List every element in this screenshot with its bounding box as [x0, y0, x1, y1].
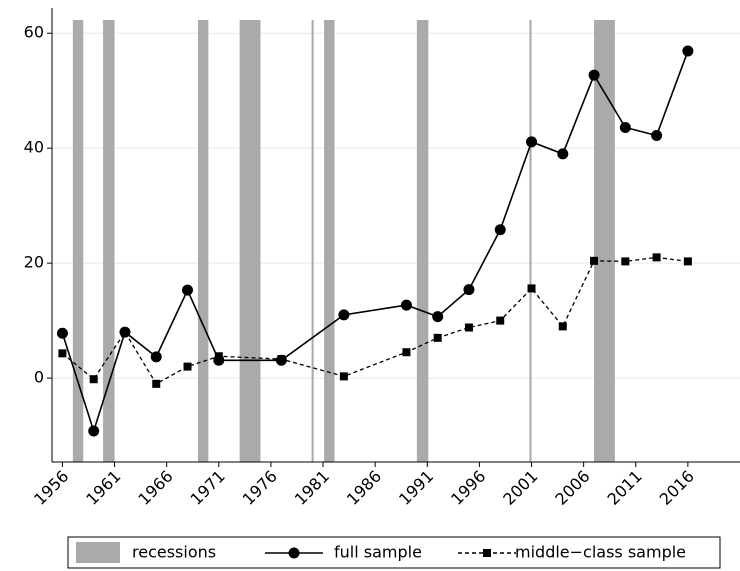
y-tick-label: 20	[24, 253, 44, 272]
recession-band	[239, 20, 261, 462]
recession-band	[197, 20, 209, 462]
marker	[56, 327, 68, 339]
x-tick-label: 2011	[604, 467, 646, 509]
marker	[619, 121, 631, 133]
marker	[58, 349, 67, 358]
marker	[150, 351, 162, 363]
legend-label: middle−class sample	[515, 543, 686, 562]
x-tick-label: 1961	[82, 467, 124, 509]
marker	[526, 136, 538, 148]
y-tick-label: 0	[34, 368, 44, 387]
marker	[433, 333, 442, 342]
marker	[558, 322, 567, 331]
marker	[400, 299, 412, 311]
x-tick-label: 1976	[239, 467, 281, 509]
recession-band	[416, 20, 429, 462]
x-tick-label: 1986	[343, 467, 385, 509]
x-tick-label: 2006	[551, 467, 593, 509]
marker	[182, 284, 194, 296]
x-tick-label: 2001	[499, 467, 541, 509]
x-tick-label: 1971	[187, 467, 229, 509]
marker	[463, 284, 475, 296]
legend-box	[67, 536, 721, 569]
legend-label: full sample	[334, 543, 422, 562]
x-tick-label: 1956	[30, 467, 72, 509]
legend-label: recessions	[132, 543, 216, 562]
x-tick-label: 1981	[291, 467, 333, 509]
marker	[89, 375, 98, 384]
marker	[338, 309, 350, 321]
recession-band	[324, 20, 335, 462]
marker	[483, 549, 491, 557]
recession-band	[594, 20, 615, 462]
y-tick-label: 60	[24, 23, 44, 42]
recession-band	[529, 20, 532, 462]
marker	[557, 148, 569, 160]
marker	[214, 352, 223, 361]
marker	[464, 323, 473, 332]
x-tick-label: 1991	[395, 467, 437, 509]
series-line	[62, 256, 688, 385]
marker	[88, 425, 100, 437]
series-line	[61, 50, 689, 434]
marker	[183, 362, 192, 371]
y-tick-label: 40	[24, 138, 44, 157]
x-tick-label: 1966	[134, 467, 176, 509]
marker	[494, 224, 506, 236]
marker	[496, 316, 505, 325]
marker	[651, 130, 663, 142]
marker	[288, 547, 300, 559]
marker	[588, 69, 600, 81]
legend-swatch	[76, 542, 120, 563]
marker	[339, 372, 348, 381]
marker	[652, 253, 661, 262]
marker	[683, 257, 692, 266]
recession-band	[103, 20, 115, 462]
x-tick-label: 1996	[447, 467, 489, 509]
marker	[590, 256, 599, 265]
marker	[277, 355, 286, 364]
marker	[402, 348, 411, 357]
marker	[120, 328, 129, 337]
marker	[527, 284, 536, 293]
x-tick-label: 2016	[656, 467, 698, 509]
marker	[621, 257, 630, 266]
recession-band	[311, 20, 314, 462]
marker	[152, 379, 161, 388]
marker	[682, 45, 694, 57]
marker	[432, 311, 444, 323]
recession-band	[72, 20, 84, 462]
